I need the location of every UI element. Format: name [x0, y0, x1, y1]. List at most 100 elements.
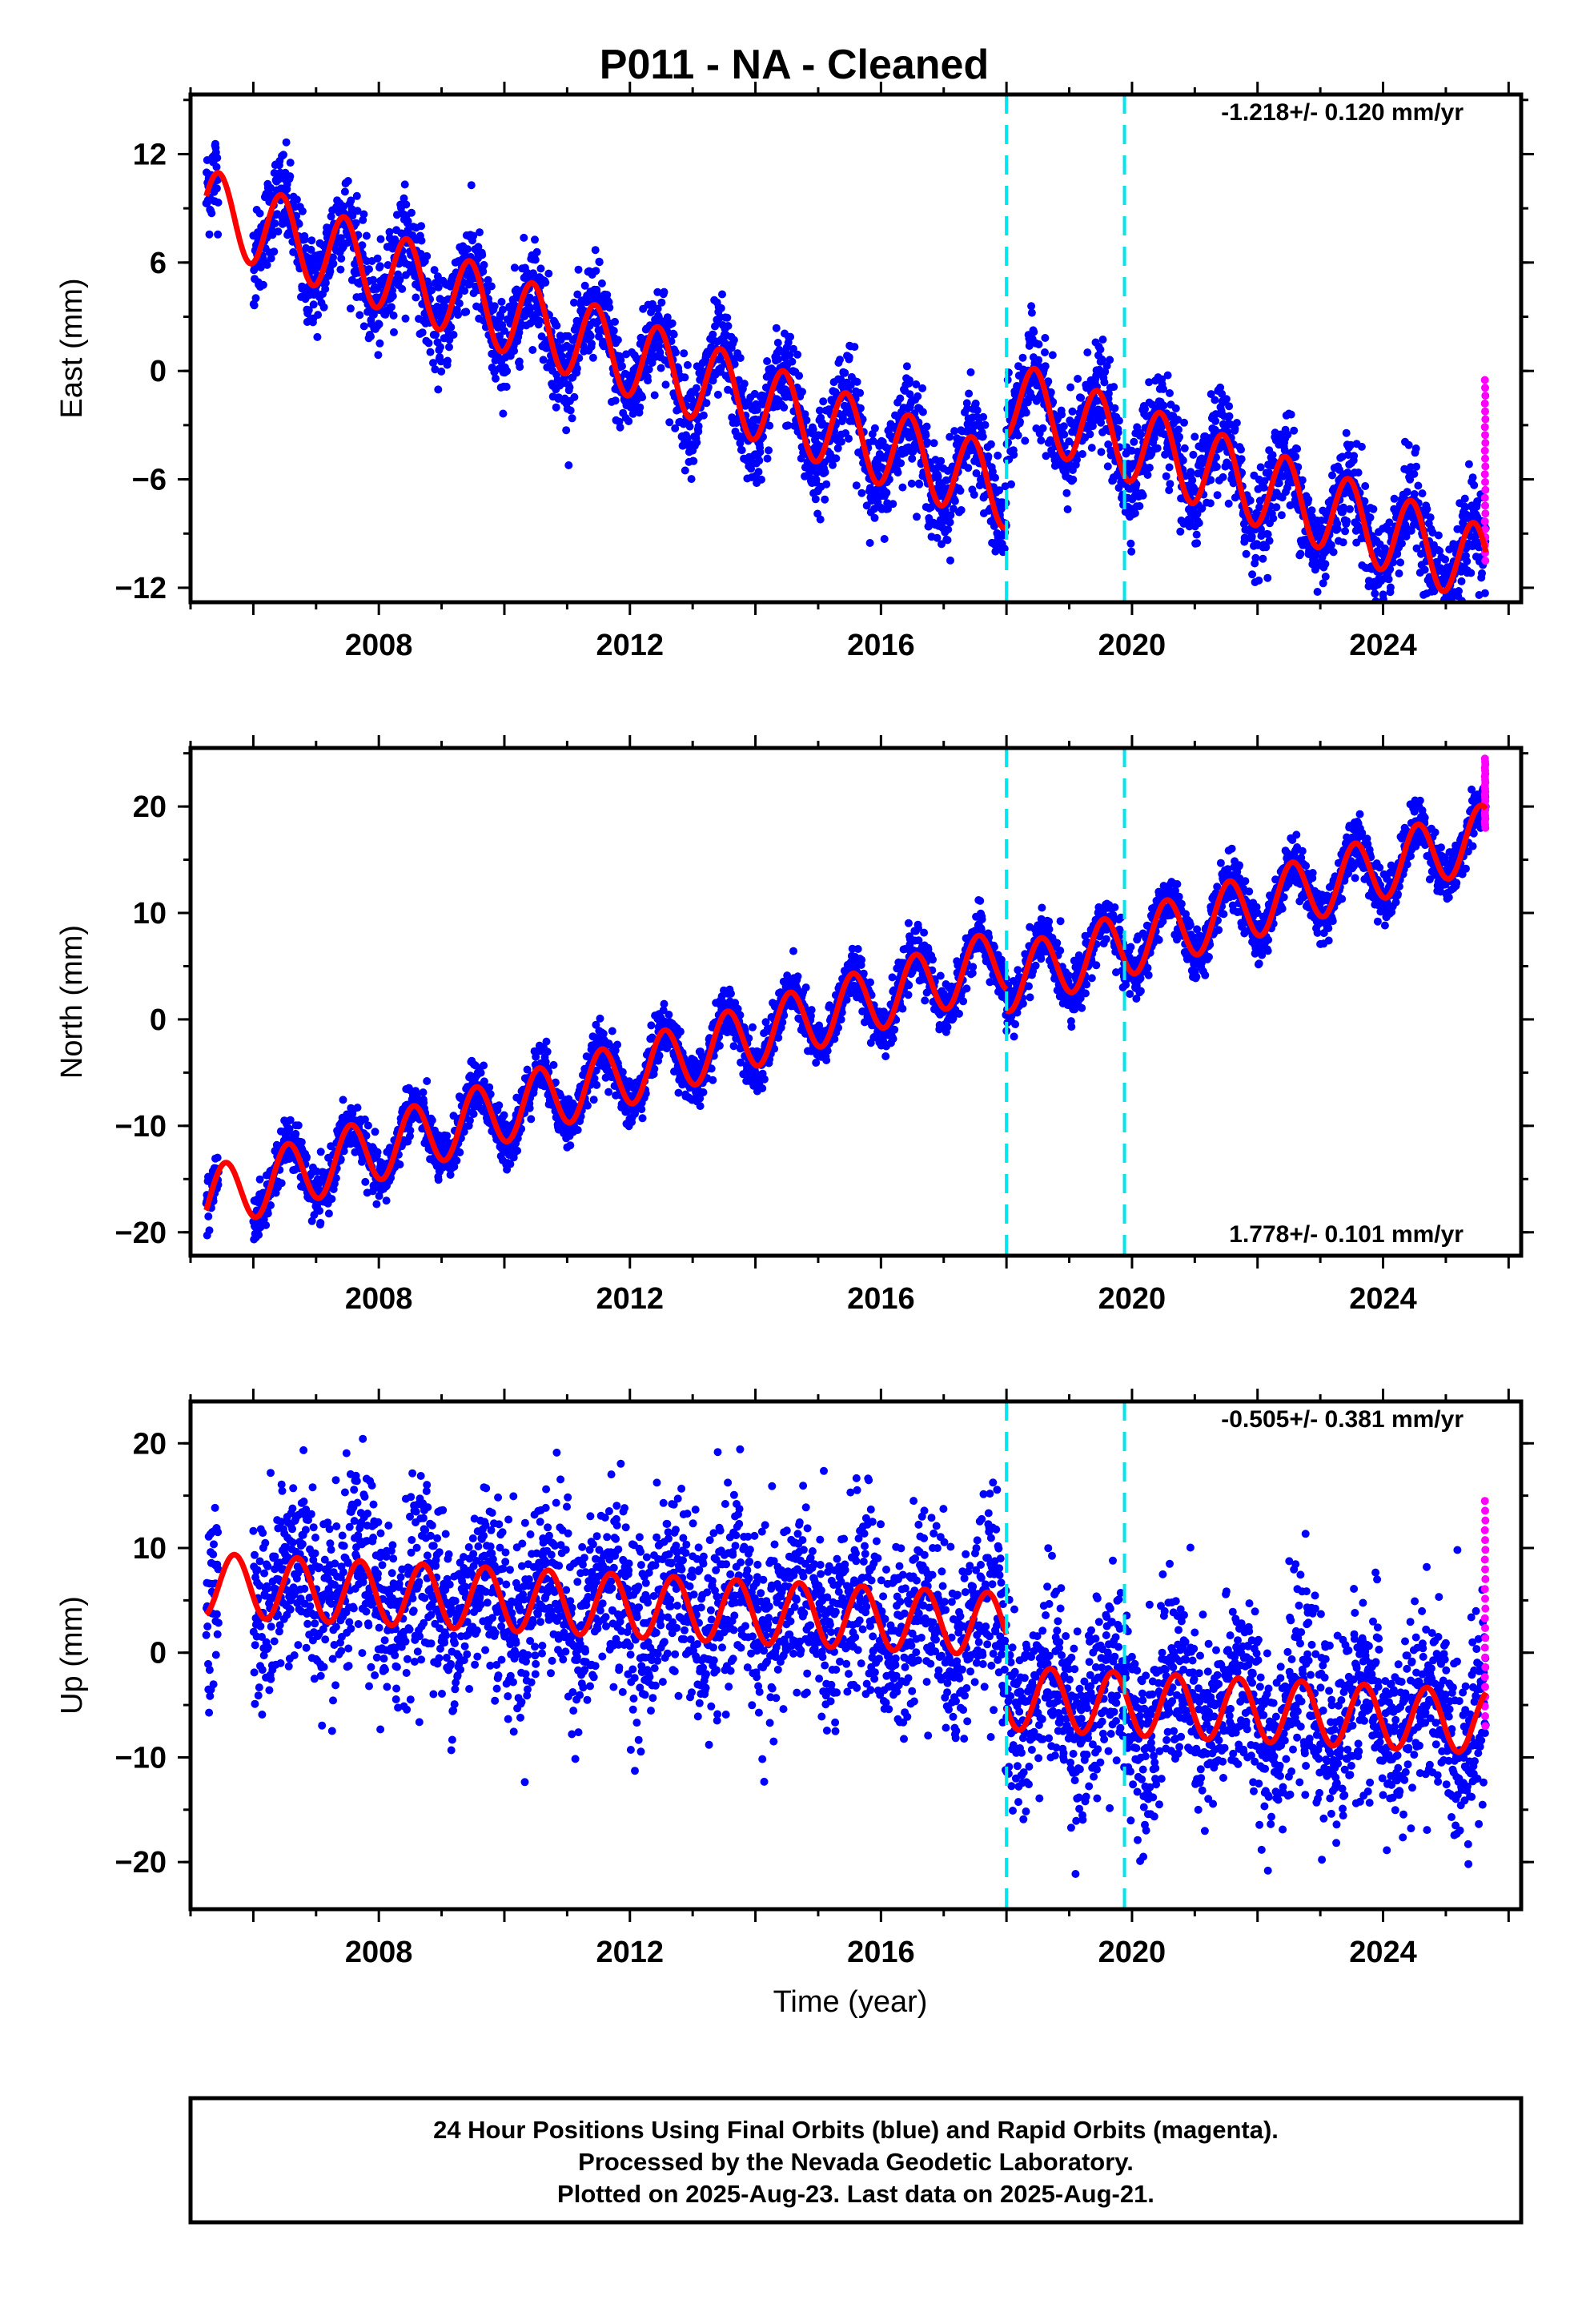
data-point [1016, 417, 1024, 426]
data-point [1166, 480, 1174, 489]
data-point [467, 181, 476, 190]
data-point [1480, 589, 1489, 597]
data-point [845, 434, 853, 443]
data-point [1237, 445, 1245, 454]
data-point [351, 219, 360, 227]
rapid-point [1480, 399, 1489, 408]
rate-label: -1.218+/- 0.120 mm/yr [1221, 99, 1464, 126]
data-point [1041, 348, 1049, 356]
data-point [1414, 481, 1423, 490]
data-point [923, 438, 932, 447]
data-point [1166, 389, 1174, 397]
data-point [852, 481, 861, 490]
data-point [650, 391, 659, 400]
data-point [683, 434, 692, 442]
data-point [1127, 547, 1136, 556]
data-point [373, 254, 382, 263]
data-point [765, 421, 774, 430]
x-tick-label: 2016 [847, 629, 915, 662]
data-point [436, 343, 444, 352]
data-point [1145, 378, 1154, 387]
data-point [396, 1160, 404, 1169]
data-point [536, 264, 545, 273]
rapid-point [1480, 446, 1489, 455]
data-point [374, 351, 383, 360]
data-point [1102, 361, 1111, 370]
data-point [314, 311, 323, 320]
data-point [1255, 576, 1263, 585]
rapid-point [1481, 509, 1490, 518]
data-point [353, 207, 362, 215]
data-point [580, 281, 589, 290]
data-point [870, 505, 879, 513]
data-point [552, 403, 560, 412]
data-point [1211, 396, 1219, 404]
data-point [282, 138, 291, 147]
data-point [286, 172, 295, 181]
data-point [1046, 388, 1055, 396]
data-point [412, 293, 420, 302]
data-point [554, 393, 563, 402]
data-point [352, 191, 361, 200]
data-point [1068, 407, 1077, 416]
data-point [709, 330, 717, 339]
data-point [365, 265, 373, 274]
data-point [327, 212, 335, 221]
data-point [205, 230, 214, 239]
data-point [784, 421, 793, 430]
data-point [1141, 404, 1149, 413]
data-point [979, 412, 988, 421]
data-point [1018, 353, 1027, 362]
data-point [499, 409, 508, 418]
data-point [1463, 557, 1472, 565]
data-point [597, 279, 606, 287]
data-point [1395, 569, 1403, 578]
data-point [431, 365, 440, 374]
data-point [1256, 463, 1265, 472]
data-point [1441, 555, 1450, 564]
data-point [930, 439, 938, 448]
data-point [1165, 463, 1174, 472]
data-point [500, 1111, 508, 1120]
data-point [582, 298, 591, 307]
data-point [850, 343, 859, 352]
data-point [1329, 548, 1338, 557]
data-point [375, 262, 384, 271]
data-point [1294, 463, 1303, 472]
data-point [444, 356, 452, 365]
data-point [941, 506, 950, 515]
data-point [430, 266, 439, 275]
data-point [1246, 497, 1255, 505]
data-point [539, 356, 548, 364]
data-point [267, 183, 275, 192]
data-point [1357, 442, 1366, 451]
data-point [1313, 588, 1322, 596]
data-point [1404, 440, 1413, 449]
data-point [303, 1152, 311, 1161]
data-point [978, 432, 987, 441]
data-point [1467, 569, 1476, 577]
data-point [755, 456, 764, 465]
y-tick-label: 12 [133, 138, 167, 171]
data-point [1022, 408, 1030, 417]
data-point [669, 330, 678, 339]
data-point [1225, 412, 1234, 420]
data-point [363, 1121, 372, 1130]
data-point [588, 340, 596, 348]
y-tick-label: 0 [150, 355, 167, 388]
data-point [1136, 430, 1145, 439]
data-point [1207, 476, 1215, 485]
data-point [1229, 479, 1238, 488]
data-point [918, 384, 927, 392]
data-point [336, 265, 345, 274]
data-point [816, 515, 825, 524]
data-point [1298, 476, 1307, 485]
data-point [922, 422, 931, 431]
data-point [1212, 462, 1221, 471]
data-point [962, 452, 970, 460]
data-point [1219, 472, 1227, 481]
data-point [376, 235, 385, 243]
data-point [400, 194, 408, 203]
data-point [1106, 356, 1114, 364]
data-point [1341, 527, 1350, 536]
